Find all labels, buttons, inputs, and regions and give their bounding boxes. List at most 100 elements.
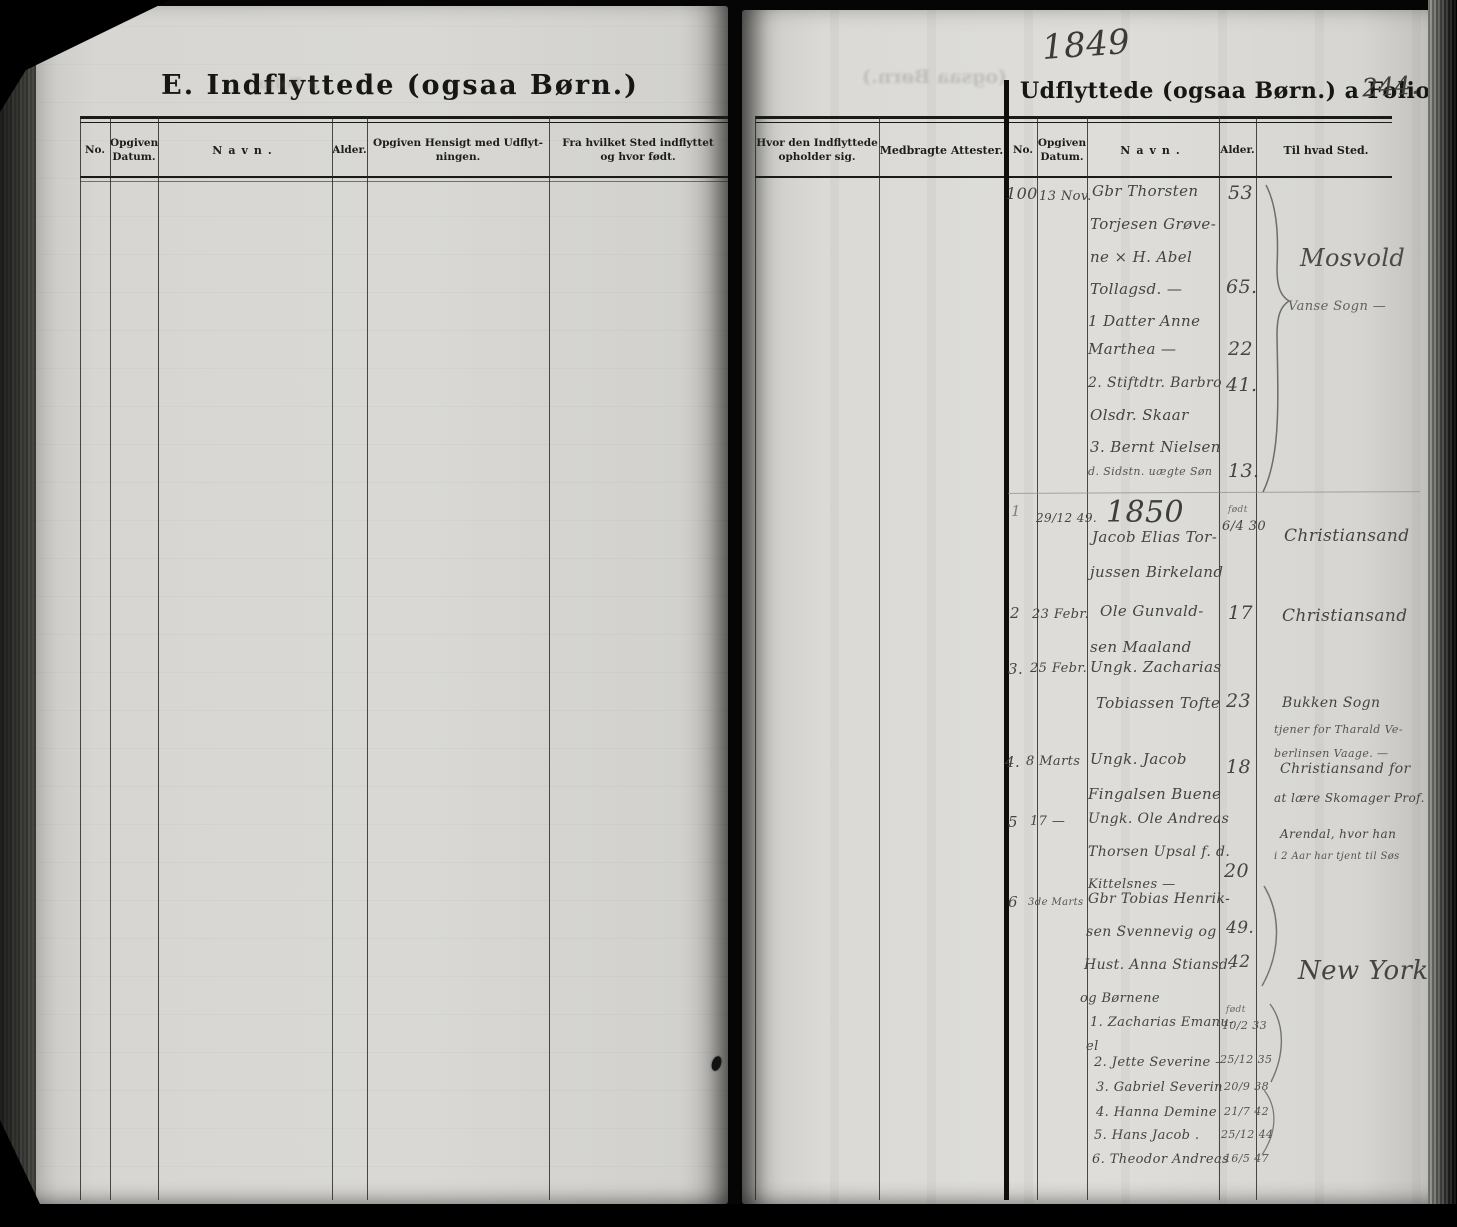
book-page-stack-right-edge: [1428, 0, 1457, 1227]
entry-name-line: Ole Gunvald-: [1100, 602, 1204, 620]
column-divider: [158, 116, 159, 1200]
entry-name-line: Ungk. Jacob: [1090, 750, 1187, 768]
entry-number: 1: [1011, 502, 1021, 520]
entry-name-line: Tollagsd. —: [1090, 280, 1183, 298]
col-header-date-line1: Opgiven: [1037, 137, 1087, 150]
col-header-age: Alder.: [1219, 126, 1256, 176]
column-divider: [1087, 116, 1088, 1200]
header-bottom-rule-thin: [80, 181, 728, 182]
col-header-from-line2: og hvor født.: [600, 151, 676, 163]
entry-age: 6/4 30: [1222, 519, 1266, 534]
col-header-destination: Til hvad Sted.: [1256, 126, 1396, 176]
column-divider: [1219, 116, 1220, 1200]
entry-destination: Arendal, hvor han: [1280, 827, 1397, 841]
entry-birthdate: 16/5 47: [1224, 1152, 1269, 1165]
entry-child-line: 5. Hans Jacob .: [1094, 1128, 1200, 1143]
entry-number: 3.: [1008, 660, 1024, 678]
entry-date: 13 Nov.: [1039, 189, 1092, 204]
right-page: [742, 10, 1430, 1204]
entry-name-line: jussen Birkeland: [1090, 563, 1224, 581]
entry-age: 13.: [1228, 460, 1260, 482]
column-divider: [879, 116, 880, 1200]
entry-birthdate: 25/12 44: [1221, 1128, 1274, 1141]
entry-age: 53: [1228, 182, 1253, 204]
table-top-rule-thin: [755, 122, 1392, 123]
column-divider: [80, 116, 81, 1200]
entry-date: 3de Marts: [1028, 897, 1084, 908]
col-header-certs: Medbragte Attester.: [879, 126, 1004, 176]
entry-child-line: 4. Hanna Demine: [1096, 1105, 1217, 1120]
photo-bottom-black-band: [0, 1204, 1457, 1227]
entry-age-label: født: [1228, 505, 1248, 515]
entry-destination: Mosvold: [1300, 244, 1406, 272]
col-header-where: Hvor den Indflyttede opholder sig.: [755, 126, 879, 176]
entry-age: 65.: [1226, 276, 1258, 298]
handwritten-folio-number: 244.: [1361, 70, 1420, 103]
entry-name-line: sen Svennevig og: [1086, 924, 1217, 940]
entry-destination-detail: tjener for Tharald Ve-: [1274, 723, 1403, 736]
entry-name-line: Kittelsnes —: [1088, 877, 1176, 892]
entry-destination-detail: Vanse Sogn —: [1288, 299, 1387, 314]
handwritten-year-1849: 1849: [1040, 21, 1132, 69]
col-header-where-line1: Hvor den Indflyttede: [756, 137, 878, 150]
entry-age: 20: [1224, 860, 1249, 882]
entry-destination: Christiansand: [1284, 526, 1410, 546]
entry-name-line: 3. Bernt Nielsen: [1090, 438, 1221, 456]
entry-name-line: d. Sidstn. uægte Søn: [1088, 465, 1213, 478]
column-divider: [367, 116, 368, 1200]
table-top-rule-thick: [80, 116, 728, 119]
entry-destination: New York: [1298, 956, 1429, 986]
column-divider: [332, 116, 333, 1200]
entry-name-line: Ungk. Zacharias: [1090, 658, 1222, 676]
entry-destination: Christiansand for: [1280, 761, 1411, 777]
col-header-where-line2: opholder sig.: [778, 151, 856, 163]
entry-name-line: Marthea —: [1088, 340, 1177, 358]
book-page-stack-left-edge: [0, 0, 38, 1204]
table-top-rule-thin: [80, 122, 728, 123]
col-header-no-label: No.: [1012, 144, 1034, 157]
entry-name-line: 1 Datter Anne: [1088, 312, 1201, 330]
entry-child-line: 1. Zacharias Emanu-: [1090, 1015, 1234, 1030]
col-header-destination-label: Til hvad Sted.: [1283, 143, 1369, 157]
entry-name-line: 2. Stiftdtr. Barbro: [1088, 375, 1222, 391]
entry-number: 4.: [1005, 753, 1021, 771]
entry-name-line: Hust. Anna Stiansd.: [1084, 957, 1234, 973]
col-header-age: Alder.: [332, 126, 367, 176]
col-header-no: No.: [1009, 126, 1037, 176]
col-header-name-label: Navn.: [1120, 143, 1186, 157]
entry-destination-detail: berlinsen Vaage. —: [1274, 747, 1389, 760]
entry-name-line: og Børnene: [1080, 991, 1161, 1006]
column-divider: [755, 116, 756, 1200]
entry-number: 6: [1008, 893, 1018, 911]
entry-name-line: Tobiassen Tofte: [1096, 694, 1221, 712]
col-header-purpose: Opgiven Hensigt med Udflyt- ningen.: [367, 126, 549, 176]
col-header-age-label: Alder.: [1220, 144, 1255, 157]
entry-birthdate: 20/9 38: [1224, 1080, 1269, 1093]
col-header-date-line1: Opgiven: [110, 137, 159, 150]
col-header-from-line1: Fra hvilket Sted indflyttet: [562, 137, 714, 150]
entry-number: 5: [1008, 813, 1018, 831]
entry-date: 25 Febr.: [1030, 661, 1088, 676]
col-header-name: Navn.: [1087, 126, 1219, 176]
entry-number: 100: [1006, 184, 1038, 203]
col-header-date-line2: Datum.: [112, 151, 156, 163]
column-divider: [1256, 116, 1257, 1200]
entry-age: 42: [1228, 952, 1251, 972]
col-header-date: Opgiven Datum.: [1037, 126, 1087, 176]
entry-birthdate: 25/12 35: [1220, 1053, 1273, 1066]
entry-destination: Christiansand: [1282, 606, 1408, 626]
col-header-date-line2: Datum.: [1040, 151, 1084, 163]
entry-name-line: ne × H. Abel: [1090, 248, 1193, 266]
entry-age: 23: [1226, 690, 1251, 712]
col-header-name-label: Navn.: [212, 143, 278, 157]
col-header-name: Navn.: [158, 126, 332, 176]
entry-destination: Bukken Sogn: [1282, 695, 1381, 711]
thick-column-divider: [1004, 80, 1009, 1200]
bleedthrough-text-right: (ogsaa Børn.): [862, 66, 1008, 88]
entry-birthdate: 21/7 42: [1224, 1105, 1269, 1118]
entry-name-line: Olsdr. Skaar: [1090, 406, 1189, 424]
column-divider: [549, 116, 550, 1200]
entry-child-line: el: [1086, 1039, 1099, 1054]
entry-name-line: Gbr Thorsten: [1092, 182, 1199, 200]
